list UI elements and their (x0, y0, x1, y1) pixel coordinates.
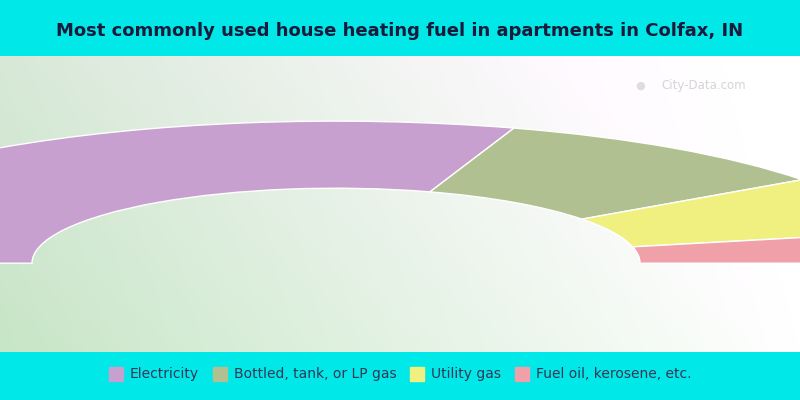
Legend: Electricity, Bottled, tank, or LP gas, Utility gas, Fuel oil, kerosene, etc.: Electricity, Bottled, tank, or LP gas, U… (109, 366, 691, 382)
Wedge shape (633, 232, 800, 263)
Text: City-Data.com: City-Data.com (662, 79, 746, 92)
Text: Most commonly used house heating fuel in apartments in Colfax, IN: Most commonly used house heating fuel in… (57, 22, 743, 40)
Wedge shape (430, 128, 800, 219)
Wedge shape (582, 180, 800, 247)
Wedge shape (0, 121, 514, 263)
Text: ●: ● (635, 80, 645, 90)
